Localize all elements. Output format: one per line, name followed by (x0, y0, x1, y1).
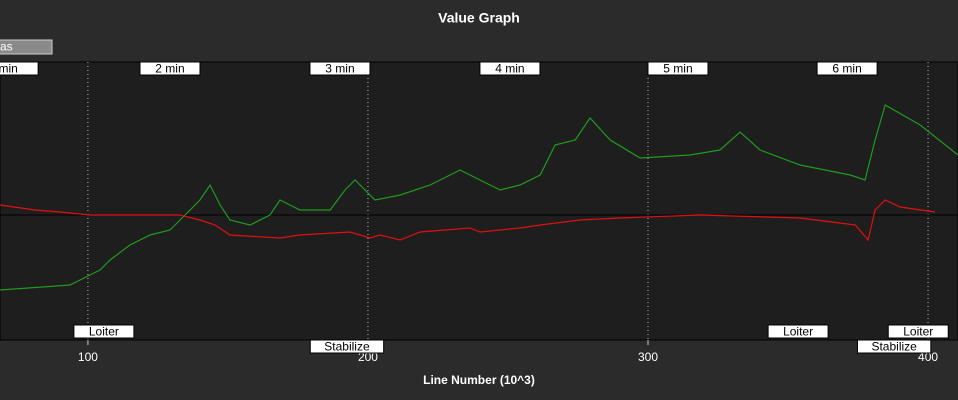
annotation: Loiter (767, 324, 829, 339)
annotation-label: Stabilize (324, 340, 370, 354)
annotation-box (647, 61, 709, 76)
annotation-label: Loiter (903, 325, 933, 339)
annotation-label: 2 min (155, 62, 184, 76)
annotation-box (887, 324, 949, 339)
x-tick-label: 200 (358, 350, 378, 364)
annotation: 3 min (309, 61, 371, 76)
series-line (0, 104, 958, 291)
annotation: 6 min (816, 61, 878, 76)
annotation-label: 3 min (325, 62, 354, 76)
annotation: 4 min (479, 61, 541, 76)
x-tick-label: 300 (638, 350, 658, 364)
annotation: Loiter (73, 324, 135, 339)
annotation-box (0, 61, 39, 76)
annotation: Stabilize (856, 339, 932, 354)
annotation-label: Stabilize (871, 340, 917, 354)
legend-label: as (0, 40, 13, 54)
annotation-label: min (0, 62, 18, 76)
plot-layer (0, 62, 958, 340)
annotation-box (73, 324, 135, 339)
annotation-box (309, 339, 385, 354)
plot-area (0, 61, 958, 341)
x-axis-label: Line Number (10^3) (423, 373, 535, 387)
annotation-label: 6 min (832, 62, 861, 76)
annotation: 5 min (647, 61, 709, 76)
annotation-box (479, 61, 541, 76)
annotation-box (816, 61, 878, 76)
overlay-layer: 100 200 300 400 as min 2 min 3 min 4 min 5 min 6 m… (0, 39, 949, 364)
annotation-box (767, 324, 829, 339)
annotation-label: Loiter (783, 325, 813, 339)
annotation: 2 min (139, 61, 201, 76)
x-tick-label: 400 (918, 350, 938, 364)
x-tick-label: 100 (78, 350, 98, 364)
annotation-box (856, 339, 932, 354)
annotation: min (0, 61, 39, 76)
annotation-box (309, 61, 371, 76)
annotation-label: 5 min (663, 62, 692, 76)
chart-title: Value Graph (438, 10, 520, 26)
annotation-label: Loiter (89, 325, 119, 339)
annotation: Loiter (887, 324, 949, 339)
annotation-box (139, 61, 201, 76)
legend-box (0, 39, 53, 55)
annotation: Stabilize (309, 339, 385, 354)
annotation-label: 4 min (495, 62, 524, 76)
series-line (0, 199, 936, 242)
